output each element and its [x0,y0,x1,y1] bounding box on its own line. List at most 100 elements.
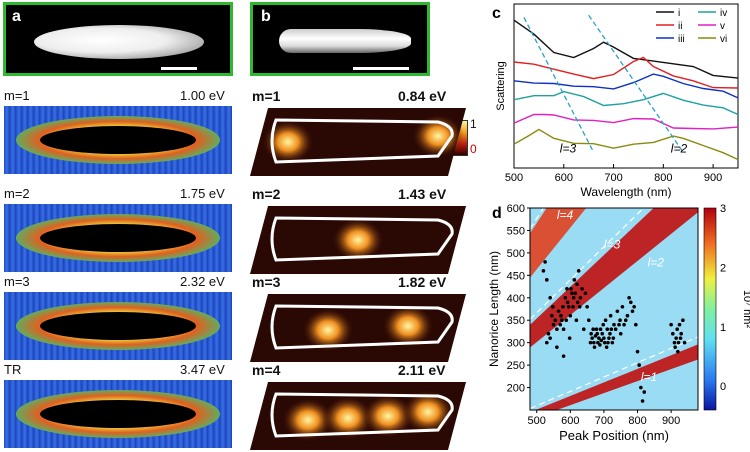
data-point [564,318,569,323]
data-point [570,291,574,296]
panel-letter-c: c [492,5,501,22]
data-point [635,349,640,354]
legend-label: vi [720,34,727,45]
spectrum-line-iv [513,90,739,116]
data-point [618,318,622,323]
order-label: l=4 [557,208,574,222]
data-point [609,327,614,331]
data-point [558,322,563,327]
data-point [551,304,555,309]
y-tick-label: 300 [507,338,525,350]
nanorice-particle-a [34,25,204,59]
map-b-energy-label: 2.11 eV [398,362,446,378]
data-point [577,304,582,309]
data-point [618,331,623,336]
data-point [610,340,615,345]
map-a-mode-label: m=1 [4,88,30,103]
map-a-energy-label: 1.00 eV [180,88,225,103]
data-point [555,327,559,331]
map-b-energy-label: 1.82 eV [398,274,447,290]
x-tick-label: 600 [561,415,579,427]
eels-map-2 [4,204,232,272]
cl-hotspot [322,396,374,440]
data-point [571,295,576,300]
data-point [598,343,602,347]
y-axis-label: Nanorice Length (nm) [488,251,501,367]
spectrum-line-ii [513,56,739,89]
plot-frame [529,207,699,411]
map-a-mode-label: TR [4,362,22,377]
data-point [583,291,588,296]
colorbar-tick-label: 1 [720,322,726,334]
map-a-mode-label: m=2 [4,186,30,201]
data-point [611,336,616,340]
data-point [634,322,638,327]
cl-hotspot [362,394,414,438]
data-point [571,304,575,309]
x-axis-label: Wavelength (nm) [581,185,672,199]
data-point [545,340,549,345]
eels-map-core [40,312,196,340]
y-tick-label: 400 [507,293,525,305]
data-point [576,269,581,273]
data-point [565,287,569,291]
data-point [591,327,595,331]
scale-bar-a [161,67,197,70]
data-point [568,313,573,318]
data-point [553,318,557,323]
dashed-guide-line [588,14,684,153]
data-point [625,313,630,318]
x-tick-label: 700 [604,172,622,184]
order-label: l=1 [641,370,657,384]
data-point [630,309,635,314]
eels-map-3 [4,292,232,360]
data-point [602,340,607,345]
data-point [637,363,641,367]
data-point [608,313,613,318]
cl-map-2 [250,206,466,274]
data-point [556,309,561,314]
colorbar-tick-top: 1 [470,117,477,131]
data-point [681,318,685,323]
data-point [587,318,591,323]
colorbar-label: 10⁷ nm² [741,290,750,329]
eels-map-4 [4,380,232,448]
data-point [572,278,577,282]
heatmap-colorbar [703,207,717,411]
map-b-mode-label: m=4 [252,362,281,378]
data-point [617,322,621,327]
data-point [551,322,556,327]
x-tick-label: 900 [704,172,722,184]
data-point [674,336,678,340]
legend-label: i [678,8,680,19]
data-point [592,340,596,345]
data-point [545,278,549,282]
data-point [639,385,643,390]
map-b-mode-label: m=3 [252,274,281,290]
x-tick-label: 600 [555,172,573,184]
cl-hotspot [412,114,464,158]
particle-outline [270,392,454,438]
data-point [599,338,604,343]
map-a-mode-label: m=3 [4,274,30,289]
data-point [676,340,681,345]
map-b-mode-label: m=1 [252,88,281,104]
data-point [567,336,572,340]
data-point [566,304,571,309]
map-b-mode-label: m=2 [252,186,281,202]
x-tick-label: 500 [505,172,523,184]
data-point [673,345,677,349]
particle-outline [270,216,454,262]
x-tick-label: 800 [628,415,646,427]
colorbar-tick-bottom: 0 [470,142,477,156]
order-annotation: l=2 [671,141,688,155]
cl-hotspot [382,304,434,348]
cl-map-1 [250,108,466,176]
data-point [613,327,618,331]
y-axis-label: Scattering [495,61,507,111]
map-a-energy-label: 3.47 eV [180,362,225,377]
data-point [642,390,647,394]
eels-map-core [40,126,196,154]
